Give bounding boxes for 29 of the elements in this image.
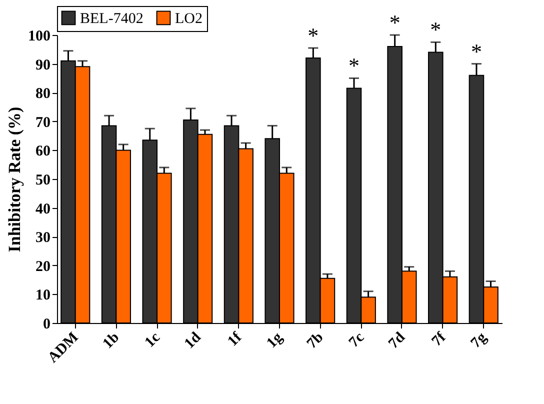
y-tick-label: 50 bbox=[36, 172, 50, 188]
y-tick-label: 90 bbox=[36, 57, 50, 74]
x-tick-label: 7f bbox=[429, 328, 450, 350]
x-tick-label: 7g bbox=[468, 329, 490, 352]
annotation: * bbox=[389, 10, 400, 35]
x-tick-label: 7c bbox=[346, 329, 368, 351]
annotation: * bbox=[470, 38, 482, 64]
x-tick-label: 1c bbox=[142, 329, 164, 351]
annotation: * bbox=[430, 17, 442, 42]
x-tick-label: 1f bbox=[224, 328, 246, 350]
annotation: * bbox=[348, 53, 360, 78]
x-tick-label: 1b bbox=[100, 330, 123, 352]
x-tick-label: 1g bbox=[264, 329, 286, 352]
x-tick-label: 1d bbox=[182, 329, 205, 352]
y-tick-label: 100 bbox=[28, 28, 50, 44]
annotation: * bbox=[308, 22, 319, 48]
y-tick-label: 0 bbox=[43, 316, 50, 332]
y-tick-label: 80 bbox=[36, 86, 50, 102]
y-tick-label: 10 bbox=[36, 288, 50, 304]
legend-label: LO2 bbox=[175, 10, 202, 27]
y-axis-title: Inhibitory Rate (%) bbox=[5, 106, 24, 252]
y-tick-label: 20 bbox=[36, 258, 50, 275]
x-tick-label: 7b bbox=[304, 330, 327, 352]
legend-label: BEL-7402 bbox=[80, 10, 144, 27]
y-tick-label: 70 bbox=[36, 114, 50, 131]
y-tick-label: 60 bbox=[36, 144, 50, 160]
y-tick-label: 40 bbox=[36, 201, 50, 218]
y-tick-label: 30 bbox=[36, 230, 50, 246]
x-tick-label: 7d bbox=[386, 329, 409, 352]
